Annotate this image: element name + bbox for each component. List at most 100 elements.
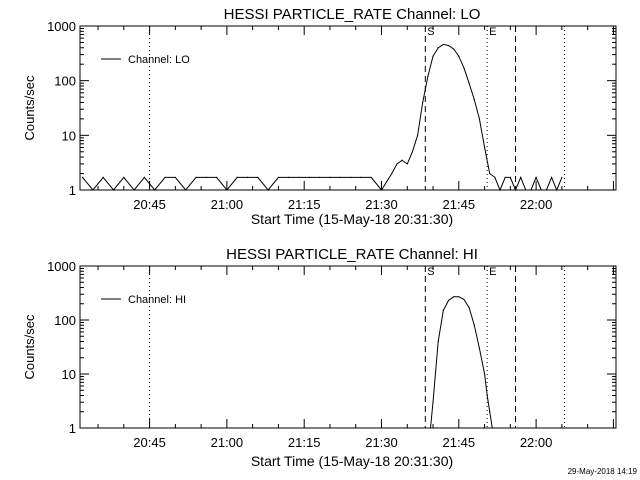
panel-1-data-point [195, 176, 197, 179]
panel-1-data-point [422, 101, 424, 104]
panel-1-xtick-label: 21:45 [443, 197, 476, 212]
panel-1-data-point [349, 176, 352, 179]
panel-2-ytick-label: 1000 [47, 259, 76, 274]
panel-2-xtick-label: 21:15 [288, 435, 321, 450]
panel-2-data-point [486, 394, 488, 397]
panel-2-legend-label: Channel: HI [128, 294, 186, 306]
panel-1-ytick-label: 100 [54, 74, 76, 89]
panel-1-data-point [540, 189, 542, 191]
panel-1-ytick-label: 10 [62, 128, 76, 143]
panel-1-data-point [468, 82, 470, 84]
panel-2-title: HESSI PARTICLE_RATE Channel: HI [226, 246, 478, 263]
panel-1-data-point [406, 163, 408, 165]
panel-1-data-point [102, 176, 104, 179]
panel-1-data-point [319, 176, 321, 179]
panel-1-data-point [112, 189, 115, 191]
panel-1-data-point [478, 118, 481, 120]
plot-timestamp: 29-May-2018 14:19 [568, 467, 638, 476]
panel-2-data-point [473, 324, 475, 326]
panel-2-ytick-label: 10 [62, 367, 76, 382]
panel-1-data-point [215, 176, 218, 179]
panel-2-xtick-label: 22:00 [520, 435, 553, 450]
panel-1-xtick-label: 22:00 [520, 197, 553, 212]
panel-1-y-axis-label: Counts/sec [22, 75, 37, 141]
panel-1-data-point [530, 189, 532, 191]
panel-1-chart: HESSI PARTICLE_RATE Channel: LO 1 10 100 100… [22, 6, 617, 227]
panel-1-data-point [185, 189, 187, 191]
panel-1-data-point [447, 44, 450, 47]
panel-2-xtick-label: 20:45 [133, 435, 166, 450]
panel-1-data-point [92, 189, 94, 191]
panel-1-data-point [329, 176, 331, 179]
panel-1-data-point [509, 176, 511, 179]
panel-1-data-point [494, 176, 496, 179]
panel-1-data-point [205, 176, 207, 179]
panel-1-data-point [432, 55, 434, 57]
panel-1-x-axis-label: Start Time (15-May-18 20:31:30) [251, 211, 453, 227]
panel-2-marker-label: S [427, 266, 434, 278]
panel-1-data-point [277, 176, 280, 179]
panel-1-data-point [154, 189, 156, 191]
panel-1-legend-label: Channel: LO [128, 54, 190, 66]
panel-1-data-point [267, 189, 269, 191]
panel-1-data-point [520, 176, 522, 179]
panel-2-data-point [491, 427, 493, 429]
panel-1-data-point [164, 176, 166, 179]
panel-1-data-point [133, 189, 135, 191]
panel-2-data-point [437, 340, 439, 343]
panel-2-xtick-label: 21:45 [443, 435, 476, 450]
panel-1-data-point [442, 43, 444, 46]
panel-1-data-point [391, 172, 393, 175]
panel-2-data-point [432, 401, 434, 403]
panel-1-data-point [514, 189, 517, 191]
panel-1-data-point [308, 176, 310, 179]
panel-1-data-point [360, 176, 362, 179]
panel-1-data-point [236, 176, 238, 179]
panel-2-ytick-label: 1 [69, 421, 76, 436]
panel-1-series-line [82, 43, 563, 192]
panel-1-data-point [288, 176, 290, 179]
panel-1-marker-label: S [427, 26, 434, 38]
panel-2-data-point [463, 298, 465, 301]
panel-1-data-point [370, 176, 372, 179]
panel-1-data-point [545, 189, 548, 191]
panel-1-data-point [339, 176, 341, 179]
panel-1-data-point [81, 176, 84, 179]
panel-2-data-point [483, 373, 486, 375]
panel-1-data-point [561, 176, 563, 179]
panel-2-marker-label: E [489, 266, 496, 278]
panel-1-data-point [257, 176, 259, 179]
panel-1-data-point [453, 48, 455, 50]
panel-1-data-point [437, 47, 439, 49]
panel-2-xtick-label: 21:30 [365, 435, 398, 450]
panel-2-y-axis-label: Counts/sec [22, 314, 37, 380]
panel-1-data-point [550, 176, 553, 179]
panel-1-data-point [499, 189, 501, 191]
panel-2-data-point [489, 411, 491, 413]
panel-1-data-point [226, 189, 228, 191]
panel-1-data-point [123, 176, 125, 179]
panel-2-data-point [458, 296, 460, 298]
panel-1-data-point [380, 189, 383, 191]
panel-1-data-point [525, 189, 527, 191]
panel-1-data-point [473, 99, 475, 101]
panel-1-xtick-label: 21:30 [365, 197, 398, 212]
panel-1-xtick-label: 20:45 [133, 197, 166, 212]
panel-1-data-point [556, 189, 558, 191]
panel-1-data-point [458, 55, 460, 57]
panel-1-data-point [483, 146, 486, 149]
panel-1-plot-frame [79, 25, 617, 191]
panel-2-chart: HESSI PARTICLE_RATE Channel: HI 1 10 100 100… [22, 246, 617, 469]
panel-2-data-point [478, 347, 481, 349]
panel-1-data-point [298, 176, 300, 179]
panel-2-ytick-label: 100 [54, 313, 76, 328]
panel-1-data-point [401, 159, 403, 161]
panel-2-data-point [442, 309, 444, 312]
panel-2-data-point [453, 296, 455, 298]
panel-1-data-point [489, 172, 491, 175]
panel-1-data-point [246, 176, 249, 179]
panel-1-data-point [427, 75, 429, 77]
panel-1-data-point [396, 163, 398, 165]
panel-1-xtick-label: 21:15 [288, 197, 321, 212]
panel-1-data-point [535, 176, 537, 179]
